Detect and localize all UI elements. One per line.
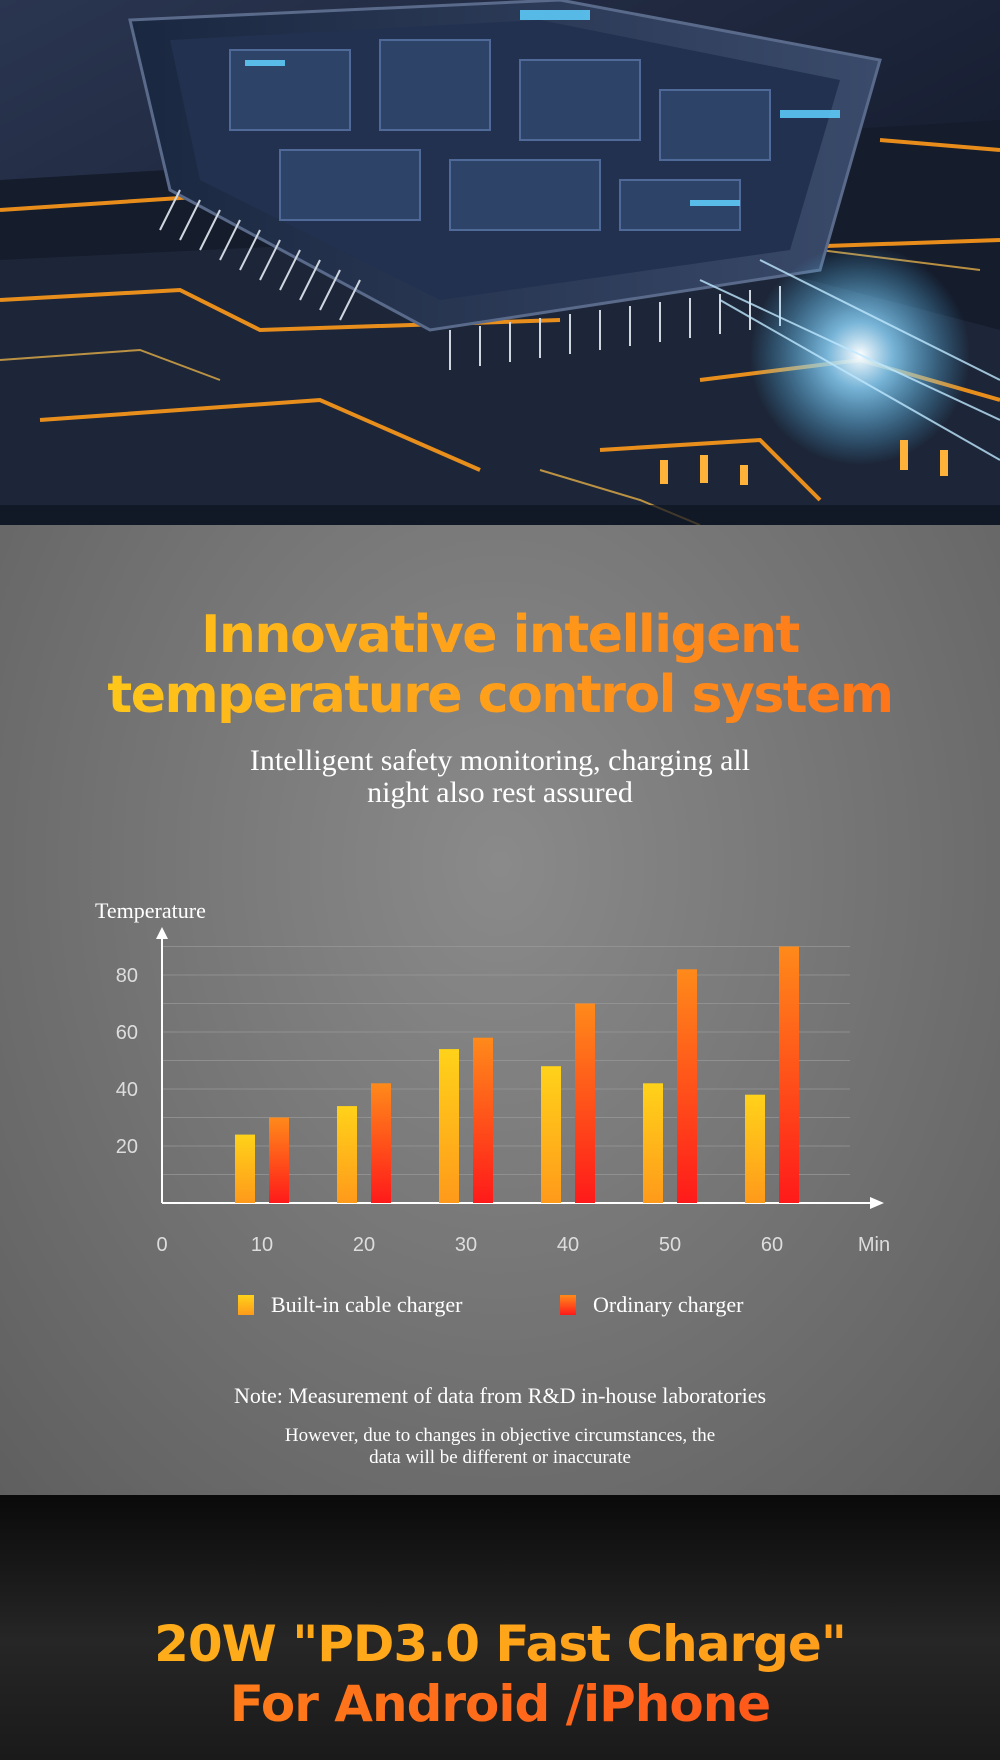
legend-label: Ordinary charger [593, 1292, 744, 1317]
bar-built-in-cable-charger [439, 1049, 459, 1203]
disclaimer-line-2: data will be different or inaccurate [369, 1447, 631, 1468]
y-axis-title: Temperature [95, 898, 206, 923]
circuit-board-illustration [0, 0, 1000, 525]
y-axis-arrow-icon [156, 927, 168, 939]
x-tick-label: 60 [761, 1234, 783, 1256]
bar-built-in-cable-charger [643, 1083, 663, 1203]
bar-ordinary-charger [677, 969, 697, 1203]
x-tick-label: 30 [455, 1234, 477, 1256]
bar-built-in-cable-charger [541, 1066, 561, 1203]
x-axis-arrow-icon [870, 1197, 884, 1209]
headline-line-2: temperature control system [0, 665, 1000, 725]
fast-charge-banner: 20W "PD3.0 Fast Charge" For Android /iPh… [0, 1495, 1000, 1760]
bar-ordinary-charger [269, 1117, 289, 1203]
headline-line-1: Innovative intelligent [0, 605, 1000, 665]
bar-ordinary-charger [575, 1003, 595, 1203]
y-tick-label: 60 [116, 1022, 138, 1044]
y-tick-label: 80 [116, 965, 138, 987]
legend-swatch [560, 1295, 576, 1315]
subheadline-line-2: night also rest assured [367, 776, 633, 809]
measurement-note: Note: Measurement of data from R&D in-ho… [233, 1383, 767, 1408]
banner-line-1: 20W "PD3.0 Fast Charge" [0, 1615, 1000, 1673]
bar-ordinary-charger [473, 1037, 493, 1203]
legend-label: Built-in cable charger [271, 1292, 463, 1317]
disclaimer-line-1: However, due to changes in objective cir… [284, 1425, 716, 1446]
bar-ordinary-charger [371, 1083, 391, 1203]
hero-circuit-image [0, 0, 1000, 525]
bar-built-in-cable-charger [745, 1094, 765, 1203]
x-axis-unit-label: Min [858, 1234, 890, 1256]
x-origin-label: 0 [156, 1234, 167, 1256]
temperature-chart-section: Innovative intelligent temperature contr… [0, 525, 1000, 1495]
chart-axes [156, 927, 884, 1209]
chart-legend: Built-in cable charger Ordinary charger [238, 1292, 744, 1317]
subheadline-line-1: Intelligent safety monitoring, charging … [249, 744, 751, 777]
bar-ordinary-charger [779, 946, 799, 1203]
legend-swatch [238, 1295, 254, 1315]
bar-built-in-cable-charger [235, 1134, 255, 1203]
x-tick-label: 10 [251, 1234, 273, 1256]
x-tick-label: 50 [659, 1234, 681, 1256]
bar-built-in-cable-charger [337, 1106, 357, 1203]
chart-labels: Temperature 20 40 60 80 0 Min 10 20 30 40 50 60 [95, 898, 890, 1256]
y-tick-label: 40 [116, 1079, 138, 1101]
chart-bars [235, 946, 799, 1203]
banner-line-2: For Android /iPhone [0, 1675, 1000, 1733]
temperature-bar-chart: Temperature 20 40 60 80 0 Min 10 20 30 40 50 60 Buil… [95, 898, 890, 1317]
x-tick-label: 20 [353, 1234, 375, 1256]
y-tick-label: 20 [116, 1136, 138, 1158]
x-tick-label: 40 [557, 1234, 579, 1256]
